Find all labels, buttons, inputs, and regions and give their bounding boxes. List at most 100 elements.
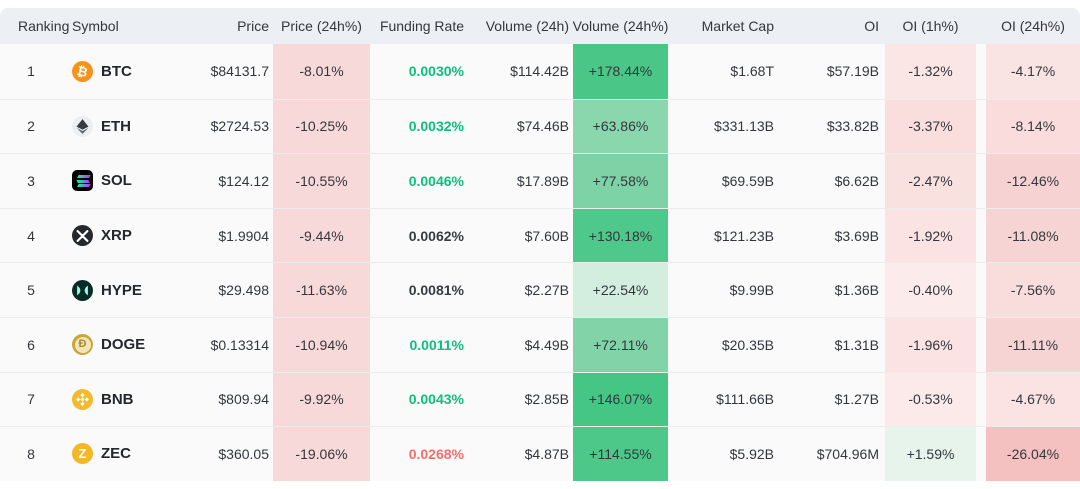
price-cell: $84131.7 bbox=[210, 63, 269, 80]
column-header-oi-24h[interactable]: OI (24h%) bbox=[1001, 18, 1065, 34]
column-header-ranking[interactable]: Ranking bbox=[18, 18, 70, 34]
oi-24h-cell: -4.17% bbox=[986, 44, 1080, 99]
price-cell: $1.9904 bbox=[218, 227, 269, 244]
volume-24h-pct-cell: +114.55% bbox=[573, 427, 668, 481]
table-row[interactable]: 4 XRP $1.9904 -9.44% 0.0062% $7.60B +130… bbox=[0, 207, 1080, 263]
column-header-oi[interactable]: OI bbox=[864, 18, 879, 34]
spacer-cell bbox=[976, 154, 986, 208]
bnb-icon bbox=[72, 388, 93, 410]
symbol-cell[interactable]: SOL bbox=[62, 154, 185, 208]
volume-24h-cell: $17.89B bbox=[516, 172, 569, 189]
funding-rate-cell: 0.0030% bbox=[408, 63, 464, 80]
volume-24h-cell: $2.27B bbox=[524, 282, 569, 299]
price-24h-cell: -9.44% bbox=[273, 208, 370, 263]
column-header-volume-24h-pct[interactable]: Volume (24h%) bbox=[572, 18, 669, 34]
table-header-row: Ranking Symbol Price Price (24h%) Fundin… bbox=[0, 8, 1080, 44]
table-row[interactable]: 6 Ð DOGE $0.13314 -10.94% 0.0011% $4.49B… bbox=[0, 316, 1080, 372]
funding-rate-cell: 0.0032% bbox=[408, 118, 464, 135]
column-header-volume-24h[interactable]: Volume (24h) bbox=[485, 18, 569, 34]
table-row[interactable]: 2 ETH $2724.53 -10.25% 0.0032% $74.46B +… bbox=[0, 98, 1080, 154]
oi-1h-cell: +1.59% bbox=[885, 427, 976, 481]
table-row[interactable]: 7 BNB $809.94 -9.92% 0.0043% $2.85B +146… bbox=[0, 371, 1080, 427]
market-cap-cell: $5.92B bbox=[729, 445, 774, 462]
oi-cell: $57.19B bbox=[826, 63, 879, 80]
zec-icon: Z bbox=[72, 443, 93, 465]
spacer-cell bbox=[976, 44, 986, 99]
symbol-cell[interactable]: Z ZEC bbox=[62, 427, 185, 481]
table-body: 1 ₿ BTC $84131.7 -8.01% 0.0030% $114.42B… bbox=[0, 44, 1080, 481]
oi-1h-cell: -1.92% bbox=[885, 208, 976, 263]
ranking-cell: 4 bbox=[27, 227, 35, 244]
price-24h-cell: -10.25% bbox=[273, 99, 370, 154]
volume-24h-pct-cell: +22.54% bbox=[573, 263, 668, 317]
market-cap-cell: $331.13B bbox=[714, 118, 774, 135]
symbol-cell[interactable]: ETH bbox=[62, 100, 185, 154]
symbol-cell[interactable]: BNB bbox=[62, 373, 185, 427]
market-cap-cell: $20.35B bbox=[721, 336, 774, 353]
market-cap-cell: $1.68T bbox=[730, 63, 774, 80]
price-24h-cell: -10.94% bbox=[273, 317, 370, 372]
volume-24h-cell: $2.85B bbox=[524, 391, 569, 408]
symbol-label: XRP bbox=[101, 227, 132, 245]
volume-24h-pct-cell: +130.18% bbox=[573, 208, 668, 263]
spacer-cell bbox=[976, 318, 986, 372]
oi-cell: $704.96M bbox=[816, 445, 879, 462]
column-header-price-24h[interactable]: Price (24h%) bbox=[281, 18, 362, 34]
ranking-cell: 8 bbox=[27, 445, 35, 462]
oi-1h-cell: -0.53% bbox=[885, 372, 976, 427]
funding-rate-cell: 0.0268% bbox=[408, 445, 464, 462]
symbol-cell[interactable]: Ð DOGE bbox=[62, 318, 185, 372]
volume-24h-cell: $114.42B bbox=[510, 63, 569, 80]
ranking-cell: 6 bbox=[27, 336, 35, 353]
funding-rate-cell: 0.0046% bbox=[408, 172, 464, 189]
symbol-label: HYPE bbox=[101, 281, 142, 299]
oi-cell: $6.62B bbox=[834, 172, 879, 189]
column-header-oi-1h[interactable]: OI (1h%) bbox=[902, 18, 959, 34]
symbol-label: BTC bbox=[101, 62, 132, 80]
market-cap-cell: $69.59B bbox=[721, 172, 774, 189]
table-row[interactable]: 1 ₿ BTC $84131.7 -8.01% 0.0030% $114.42B… bbox=[0, 44, 1080, 99]
oi-1h-cell: -1.32% bbox=[885, 44, 976, 99]
funding-rate-cell: 0.0062% bbox=[408, 227, 464, 244]
spacer-cell bbox=[976, 100, 986, 154]
column-header-funding-rate[interactable]: Funding Rate bbox=[379, 18, 464, 34]
price-cell: $124.12 bbox=[218, 172, 269, 189]
funding-rate-cell: 0.0011% bbox=[409, 336, 465, 353]
oi-cell: $1.27B bbox=[834, 391, 879, 408]
eth-icon bbox=[72, 115, 93, 137]
spacer-cell bbox=[976, 373, 986, 427]
volume-24h-cell: $7.60B bbox=[524, 227, 569, 244]
ranking-cell: 3 bbox=[27, 172, 35, 189]
price-24h-cell: -19.06% bbox=[273, 427, 370, 481]
price-cell: $809.94 bbox=[218, 391, 269, 408]
volume-24h-cell: $4.49B bbox=[524, 336, 569, 353]
table-row[interactable]: 5 HYPE $29.498 -11.63% 0.0081% $2.27B +2… bbox=[0, 262, 1080, 317]
oi-24h-cell: -11.08% bbox=[986, 208, 1080, 263]
funding-rate-cell: 0.0043% bbox=[408, 391, 464, 408]
price-cell: $360.05 bbox=[218, 445, 269, 462]
oi-24h-cell: -4.67% bbox=[986, 372, 1080, 427]
volume-24h-cell: $74.46B bbox=[516, 118, 569, 135]
btc-icon: ₿ bbox=[72, 60, 93, 82]
spacer-cell bbox=[976, 263, 986, 317]
oi-1h-cell: -1.96% bbox=[885, 317, 976, 372]
symbol-label: BNB bbox=[101, 390, 134, 408]
price-cell: $29.498 bbox=[218, 282, 269, 299]
price-cell: $2724.53 bbox=[210, 118, 269, 135]
price-24h-cell: -10.55% bbox=[273, 154, 370, 208]
doge-icon: Ð bbox=[72, 334, 93, 356]
oi-24h-cell: -7.56% bbox=[986, 263, 1080, 317]
oi-cell: $1.36B bbox=[834, 282, 879, 299]
column-header-symbol[interactable]: Symbol bbox=[72, 18, 119, 34]
oi-24h-cell: -26.04% bbox=[986, 427, 1080, 481]
symbol-cell[interactable]: XRP bbox=[62, 209, 185, 263]
symbol-cell[interactable]: HYPE bbox=[62, 263, 185, 317]
price-cell: $0.13314 bbox=[210, 336, 269, 353]
market-cap-cell: $121.23B bbox=[714, 227, 774, 244]
table-row[interactable]: 3 SOL $124.12 -10.55% 0.0046% $17.89B +7… bbox=[0, 153, 1080, 208]
oi-24h-cell: -11.11% bbox=[986, 317, 1080, 372]
table-row[interactable]: 8 Z ZEC $360.05 -19.06% 0.0268% $4.87B +… bbox=[0, 426, 1080, 481]
symbol-cell[interactable]: ₿ BTC bbox=[62, 44, 185, 99]
column-header-market-cap[interactable]: Market Cap bbox=[701, 18, 774, 34]
column-header-price[interactable]: Price bbox=[237, 18, 269, 34]
